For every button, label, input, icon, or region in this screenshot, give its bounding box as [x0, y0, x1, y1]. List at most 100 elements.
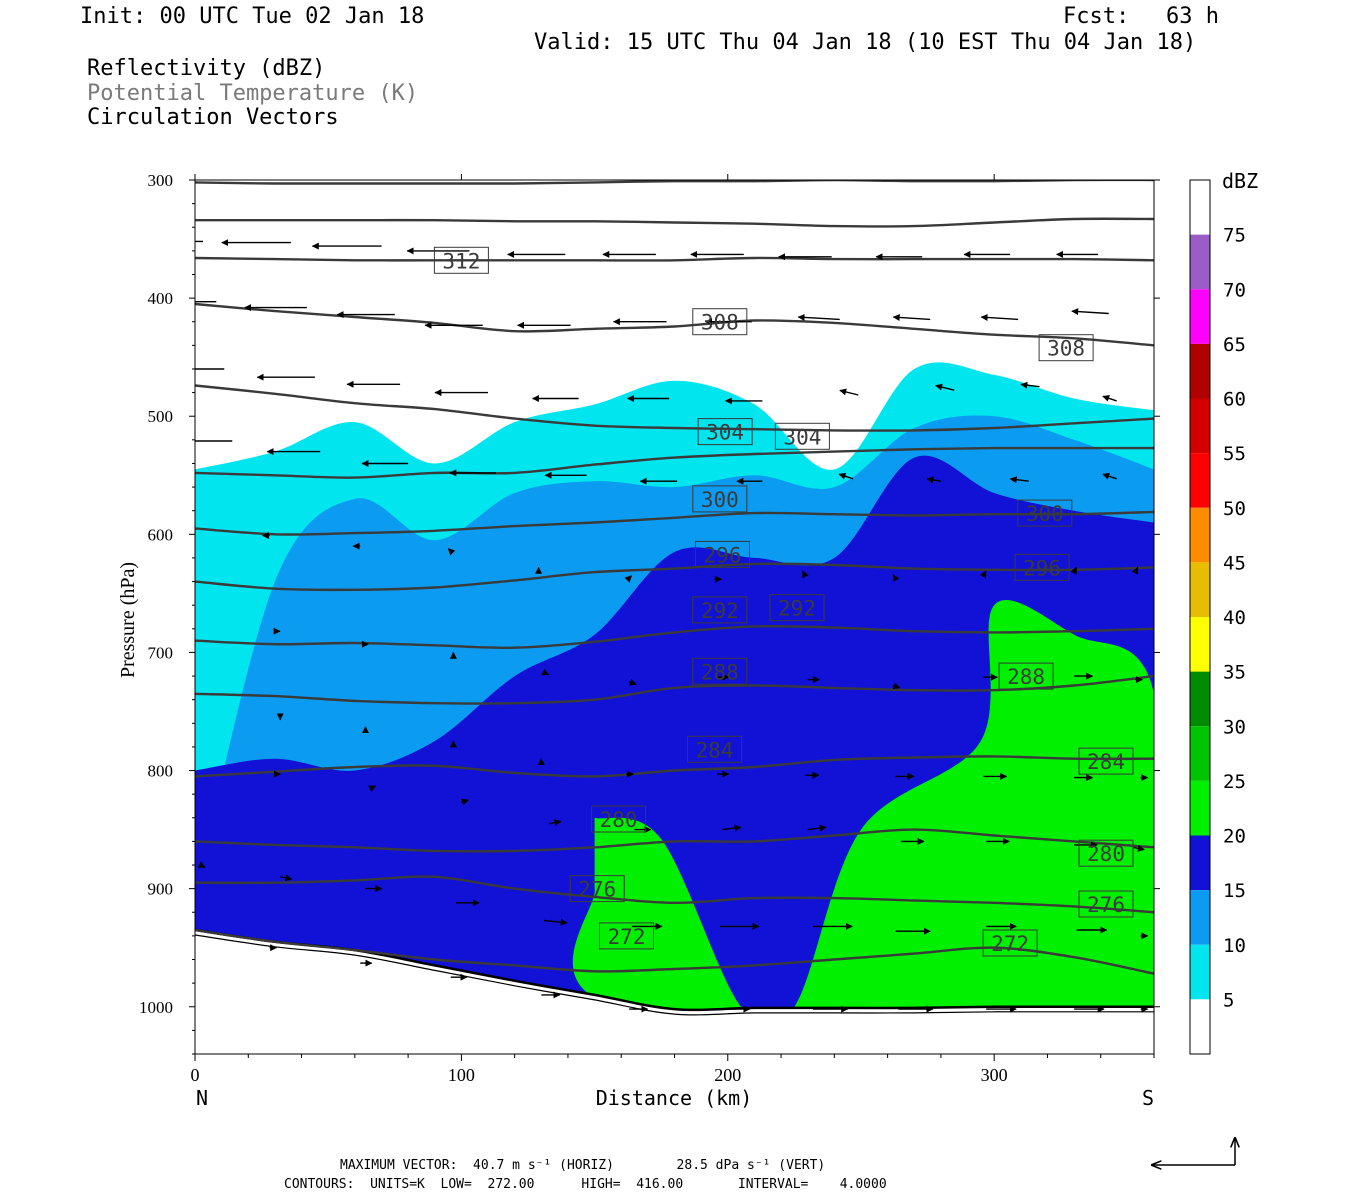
colorbar-level-label: 40: [1223, 607, 1246, 629]
reflectivity-shading: [195, 362, 1154, 1054]
circulation-vector: [935, 383, 955, 391]
colorbar-swatch: [1190, 780, 1210, 836]
contour-label-box: [433, 246, 489, 274]
contour-label: 280: [1087, 842, 1125, 866]
contour-label: 308: [701, 311, 739, 335]
circulation-vector: [892, 313, 931, 321]
theta-contour-line: [195, 828, 1154, 853]
contour-label-box: [599, 922, 654, 950]
forecast-label: Fcst:: [1063, 4, 1130, 29]
y-tick-label: 900: [148, 880, 174, 899]
theta-contour-line: [195, 928, 1154, 975]
theta-contour-line: [195, 302, 1154, 347]
circulation-vector: [541, 668, 550, 676]
colorbar-level-label: 65: [1223, 334, 1246, 356]
colorbar-swatch: [1190, 398, 1210, 454]
colorbar-swatch: [1190, 289, 1210, 344]
contour-label-box: [697, 418, 753, 446]
circulation-vector: [1102, 394, 1117, 402]
contour-label: 272: [991, 932, 1029, 956]
x-axis-title: Distance (km): [596, 1086, 753, 1110]
axes: 300 400 500 600 700 800 900 1000 0 100 200 300: [139, 171, 1160, 1085]
contour-label: 292: [701, 599, 739, 623]
contour-label-box: [1078, 839, 1134, 867]
y-tick-label: 400: [148, 289, 174, 308]
colorbar-level-label: 45: [1223, 552, 1246, 574]
colorbar-level-label: 55: [1223, 443, 1246, 465]
theta-contours: [195, 180, 1154, 975]
circulation-vector: [1071, 308, 1109, 316]
theta-contour-line: [195, 562, 1154, 592]
theta-contour-line: [195, 384, 1154, 432]
colorbar-swatch: [1190, 999, 1210, 1054]
theta-contour-line: [195, 755, 1154, 778]
circulation-vector: [797, 313, 840, 321]
circulation-vector: [543, 918, 568, 926]
theta-contour-line: [195, 256, 1154, 262]
contour-label: 276: [578, 878, 616, 902]
colorbar-level-label: 35: [1223, 662, 1246, 684]
circulation-vector: [447, 548, 456, 556]
colorbar-frame: [1189, 179, 1211, 1055]
x-tick-label: 300: [981, 1065, 1008, 1085]
colorbar-swatch: [1190, 234, 1210, 290]
colorbar-level-label: 30: [1223, 716, 1246, 738]
theta-contour-line: [195, 180, 1154, 185]
circulation-vector: [280, 874, 293, 882]
contour-label-box: [1017, 499, 1073, 527]
colorbar-unit: dBZ: [1222, 169, 1258, 193]
below-ground-mask: [195, 930, 1154, 1054]
contour-label-box: [1078, 747, 1134, 775]
colorbar: 5 10 15 20 25 30 35 40 45 50 55 60 65 70 75: [1189, 179, 1246, 1055]
circulation-vector: [628, 678, 637, 686]
valid-time: Valid: 15 UTC Thu 04 Jan 18 (10 EST Thu …: [534, 30, 1197, 55]
colorbar-swatch: [1190, 671, 1210, 727]
contour-label: 300: [701, 488, 739, 512]
y-tick-label: 700: [148, 643, 174, 662]
colorbar-level-label: 75: [1223, 225, 1246, 247]
circulation-vector: [624, 575, 632, 583]
circulation-vector: [1070, 566, 1078, 575]
contour-label: 296: [704, 543, 742, 567]
contour-label: 276: [1087, 893, 1125, 917]
theta-contour-line: [195, 446, 1154, 479]
contour-label: 288: [1007, 665, 1045, 689]
contour-label: 312: [442, 249, 480, 273]
contour-label-box: [998, 662, 1054, 690]
circulation-vector: [549, 819, 562, 827]
colorbar-level-label: 20: [1223, 826, 1246, 848]
init-time: Init: 00 UTC Tue 02 Jan 18: [80, 4, 425, 29]
x-tick-label: 100: [448, 1065, 475, 1085]
y-tick-label: 500: [148, 407, 174, 426]
circulation-vector: [461, 798, 469, 806]
colorbar-swatch: [1190, 562, 1210, 617]
contour-label-box: [692, 485, 748, 513]
forecast-hour: 63 h: [1166, 4, 1219, 29]
contour-label-box: [591, 805, 647, 833]
colorbar-level-label: 25: [1223, 771, 1246, 793]
contour-label-box: [1078, 890, 1134, 918]
contour-label: 300: [1026, 502, 1064, 526]
circulation-vector: [722, 824, 742, 832]
contour-label-box: [692, 657, 748, 685]
ground-surface-line-lower: [195, 934, 1154, 1016]
colorbar-swatch: [1190, 453, 1210, 508]
contour-label-box: [687, 735, 742, 763]
contour-label: 284: [1087, 750, 1125, 774]
contour-labels: 312 308 308 304 304 300 300 296 296 292 292 288 288 2…: [433, 246, 1134, 957]
contour-label: 296: [1023, 556, 1061, 580]
field-vectors-title: Circulation Vectors: [87, 105, 339, 130]
circulation-vector: [802, 570, 809, 579]
colorbar-swatch: [1190, 343, 1210, 399]
contour-label: 284: [696, 738, 734, 762]
circulation-vector: [839, 388, 859, 396]
field-reflectivity-title: Reflectivity (dBZ): [87, 56, 326, 81]
contour-label: 304: [706, 421, 744, 445]
colorbar-swatch: [1190, 944, 1210, 1000]
circulation-vector: [368, 785, 377, 792]
theta-contour-line: [195, 217, 1154, 228]
colorbar-level-label: 10: [1223, 935, 1246, 957]
field-theta-title: Potential Temperature (K): [87, 81, 419, 106]
contour-label-box: [1038, 334, 1094, 362]
y-tick-label: 800: [148, 762, 174, 781]
